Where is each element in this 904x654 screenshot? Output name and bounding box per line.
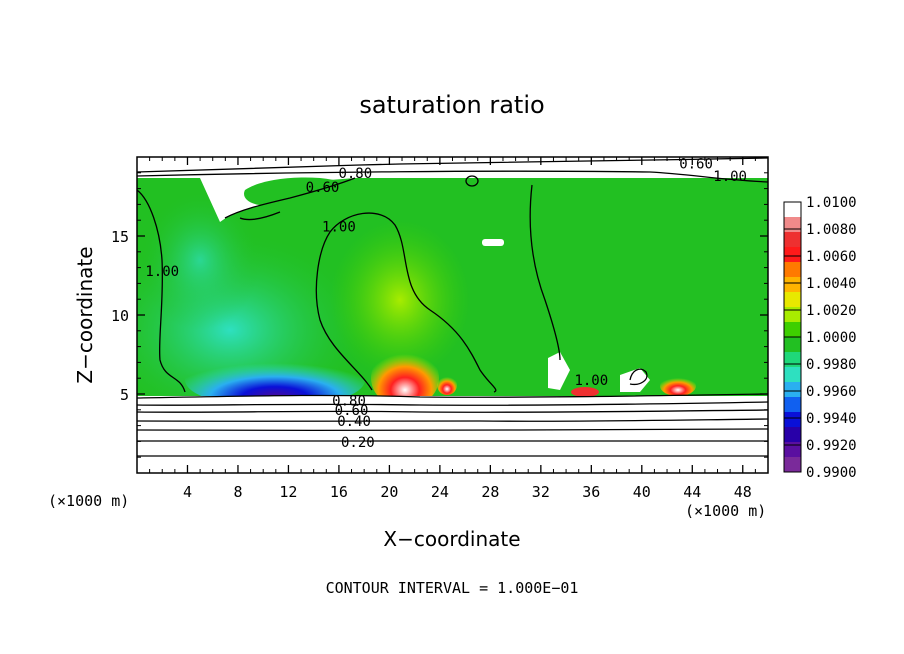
- x-tick-label: 28: [481, 483, 499, 501]
- colorbar-label: 0.9960: [806, 384, 857, 400]
- field-white-patch: [482, 239, 504, 246]
- contour-0.80-top: [137, 157, 768, 173]
- field-white-right-patch: [548, 352, 570, 390]
- field-cyan-region-2: [140, 190, 260, 330]
- x-tick-label: 20: [380, 483, 398, 501]
- z-tick-label: 5: [120, 386, 129, 404]
- x-tick-label: 4: [183, 483, 192, 501]
- field-red-maximum: [371, 348, 439, 408]
- colorbar-swatch: [784, 217, 801, 233]
- contour-label: 0.80: [332, 393, 366, 409]
- contour-label: 1.00: [145, 264, 179, 280]
- contour-right-blob: [629, 368, 648, 386]
- colorbar-label: 1.0100: [806, 195, 857, 211]
- contour-label: 0.60: [679, 156, 713, 172]
- colorbar-label: 0.9900: [806, 465, 857, 481]
- colorbar-swatch: [784, 457, 801, 473]
- contour-small-loop: [465, 175, 479, 187]
- z-axis-title: Z−coordinate: [73, 246, 97, 383]
- colorbar-swatch: [784, 292, 801, 308]
- x-axis: 4 8 12 16 20 24 28 32 36 40 44 48: [149, 157, 756, 501]
- contour-cloud: [224, 177, 356, 221]
- contour-label: 1.00: [574, 373, 608, 389]
- contour-label: 0.40: [337, 414, 371, 430]
- colorbar-swatch: [784, 322, 801, 338]
- contour-label-layer: 0.800.601.000.601.001.001.000.800.600.40…: [145, 156, 747, 451]
- contour-label: 1.00: [322, 220, 356, 236]
- contour-1.00-top: [137, 170, 768, 183]
- z-axis: 5 10 15: [111, 172, 768, 458]
- contour-label: 0.60: [306, 180, 340, 196]
- z-tick-label: 10: [111, 307, 129, 325]
- colorbar-label: 0.9940: [806, 411, 857, 427]
- colorbar-swatch: [784, 277, 801, 293]
- field-white-right-patch-2: [620, 368, 650, 392]
- field-white-lower: [137, 396, 768, 473]
- colorbar-label: 0.9980: [806, 357, 857, 373]
- x-unit-label-right: (×1000 m): [685, 502, 766, 520]
- x-tick-label: 12: [279, 483, 297, 501]
- colorbar-label: 1.0040: [806, 276, 857, 292]
- colorbar: 1.0100 1.0080 1.0060 1.0040 1.0020 1.0000 0.99…: [783, 195, 857, 481]
- contour-label: 1.00: [713, 169, 747, 185]
- field-red-maximum-3: [660, 376, 696, 396]
- colorbar-label: 1.0000: [806, 330, 857, 346]
- field-blue-minimum: [185, 352, 365, 408]
- contour-1.00-left: [137, 189, 186, 393]
- contour-interval-note: CONTOUR INTERVAL = 1.000E−01: [326, 579, 579, 597]
- contour-0.60: [137, 401, 768, 406]
- colorbar-label: 1.0060: [806, 249, 857, 265]
- colorbar-label: 1.0020: [806, 303, 857, 319]
- field-yellow-region: [330, 220, 470, 380]
- colorbar-swatch: [784, 337, 801, 353]
- x-tick-label: 36: [582, 483, 600, 501]
- colorbar-swatch: [784, 232, 801, 248]
- colorbar-swatch: [784, 412, 801, 428]
- colorbar-swatch: [784, 202, 801, 218]
- x-tick-label: 32: [532, 483, 550, 501]
- contour-label: 0.80: [338, 166, 372, 182]
- x-axis-title: X−coordinate: [383, 527, 520, 551]
- colorbar-label: 1.0080: [806, 222, 857, 238]
- contour-0.50: [137, 409, 768, 413]
- colorbar-swatch: [784, 427, 801, 443]
- chart-title: saturation ratio: [359, 91, 544, 119]
- colorbar-swatch: [784, 262, 801, 278]
- field-red-maximum-4: [571, 387, 599, 397]
- contour-label: 0.20: [341, 435, 375, 451]
- colorbar-swatch: [784, 442, 801, 458]
- colorbar-swatch: [784, 397, 801, 413]
- x-tick-label: 44: [683, 483, 701, 501]
- x-tick-label: 16: [330, 483, 348, 501]
- contour-lines: [137, 157, 768, 457]
- contour-1.00-central: [315, 212, 497, 393]
- colorbar-swatch: [784, 307, 801, 323]
- colorbar-label: 0.9920: [806, 438, 857, 454]
- x-tick-label: 8: [233, 483, 242, 501]
- x-unit-label-left: (×1000 m): [48, 492, 129, 510]
- contour-0.40: [137, 418, 768, 422]
- contour-0.30: [137, 428, 768, 432]
- contour-0.80: [137, 393, 768, 399]
- contour-label: 0.60: [335, 403, 369, 419]
- colorbar-swatch: [784, 352, 801, 368]
- x-tick-label: 40: [633, 483, 651, 501]
- x-tick-label: 48: [734, 483, 752, 501]
- colorbar-swatch: [784, 247, 801, 263]
- contour-1.00-right: [529, 184, 561, 361]
- field-red-maximum-2: [437, 375, 457, 395]
- z-tick-label: 15: [111, 228, 129, 246]
- plot-area: [137, 157, 768, 473]
- colorbar-swatch: [784, 382, 801, 398]
- x-tick-label: 24: [431, 483, 449, 501]
- field-green-cloud: [244, 177, 351, 206]
- colorbar-swatch: [784, 367, 801, 383]
